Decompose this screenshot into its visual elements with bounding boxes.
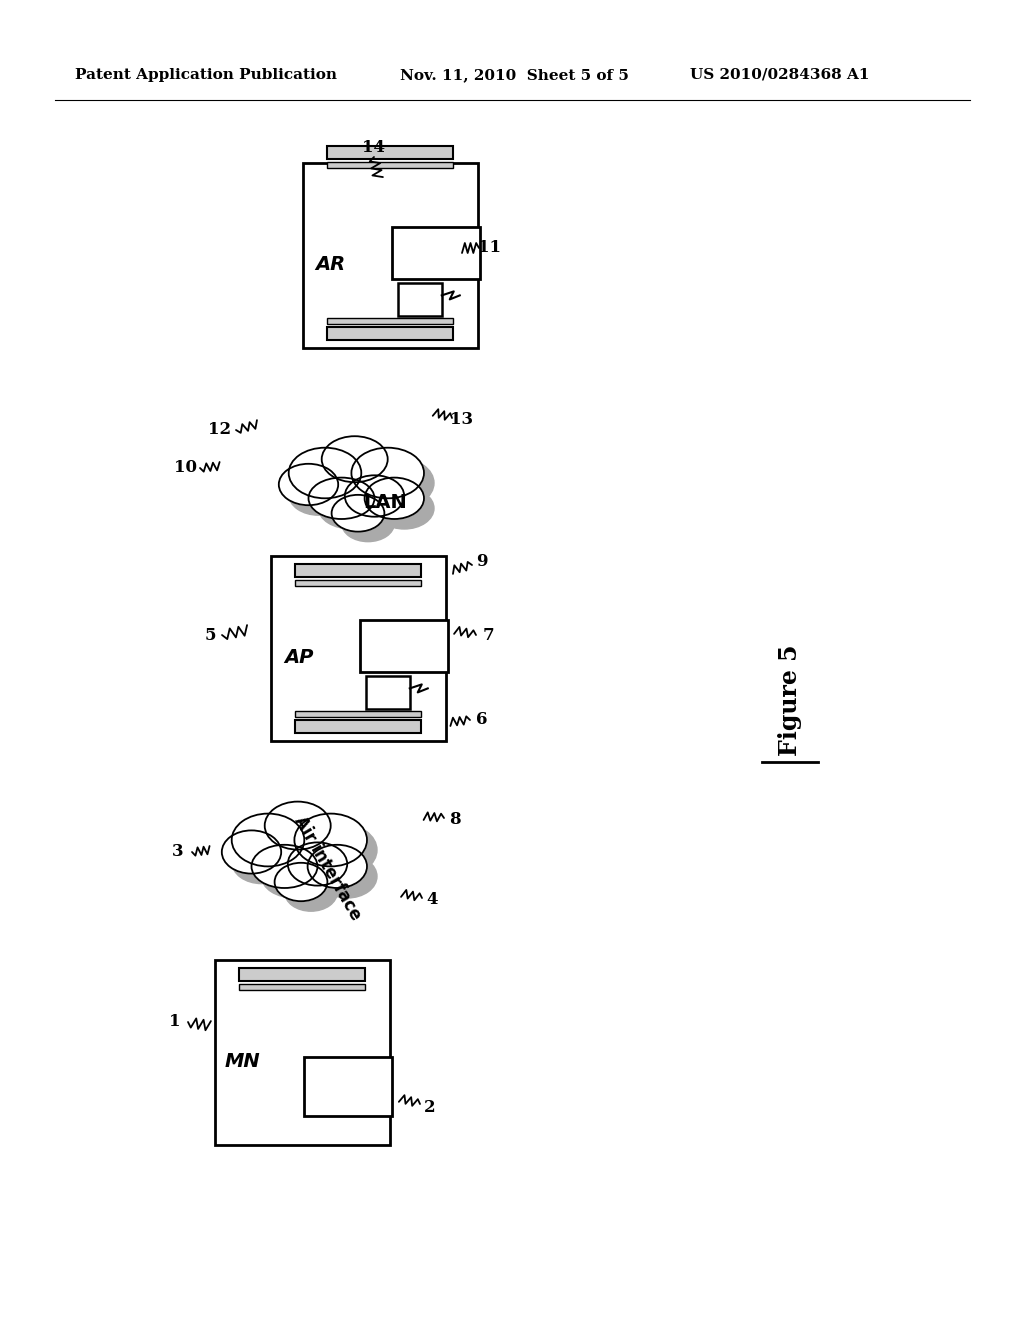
Bar (366, 676, 410, 709)
Text: 8: 8 (450, 812, 461, 829)
Bar (398, 282, 441, 315)
Ellipse shape (288, 842, 347, 886)
Bar (239, 968, 365, 981)
Ellipse shape (307, 845, 367, 888)
Bar (295, 579, 421, 586)
Ellipse shape (252, 845, 317, 888)
Text: 10: 10 (173, 459, 197, 477)
Bar (327, 326, 453, 339)
Ellipse shape (295, 813, 367, 866)
Ellipse shape (279, 463, 338, 506)
Bar (295, 719, 421, 733)
Ellipse shape (332, 446, 397, 492)
Ellipse shape (317, 855, 377, 898)
Ellipse shape (264, 801, 331, 850)
Bar (295, 710, 421, 717)
Ellipse shape (304, 824, 377, 876)
Text: 13: 13 (451, 412, 473, 429)
Ellipse shape (289, 447, 361, 498)
Text: 4: 4 (426, 891, 437, 908)
Ellipse shape (365, 478, 424, 519)
Text: 12: 12 (209, 421, 231, 438)
Bar (304, 1057, 391, 1117)
Text: Patent Application Publication: Patent Application Publication (75, 69, 337, 82)
Bar (327, 318, 453, 323)
Ellipse shape (322, 436, 388, 482)
Text: Nov. 11, 2010  Sheet 5 of 5: Nov. 11, 2010 Sheet 5 of 5 (400, 69, 629, 82)
Ellipse shape (299, 458, 372, 508)
Bar (360, 620, 447, 672)
Ellipse shape (242, 824, 314, 876)
Bar (327, 161, 453, 168)
Ellipse shape (222, 830, 282, 874)
Ellipse shape (274, 863, 328, 902)
Ellipse shape (361, 458, 434, 508)
Ellipse shape (231, 813, 304, 866)
Text: AR: AR (315, 255, 345, 273)
Ellipse shape (332, 495, 384, 532)
Text: Air interface: Air interface (291, 813, 366, 923)
Text: 3: 3 (172, 843, 184, 861)
Ellipse shape (289, 474, 348, 515)
Ellipse shape (274, 812, 341, 859)
Ellipse shape (261, 855, 328, 898)
Ellipse shape (231, 841, 291, 883)
Text: 1: 1 (169, 1014, 181, 1031)
Ellipse shape (308, 478, 375, 519)
Bar (302, 162, 477, 347)
Bar (327, 145, 453, 158)
Text: LAN: LAN (364, 494, 407, 512)
Bar (239, 983, 365, 990)
Bar (295, 564, 421, 577)
Bar (392, 227, 479, 279)
Text: AP: AP (284, 648, 313, 667)
Text: 9: 9 (476, 553, 487, 570)
Ellipse shape (318, 487, 384, 529)
Ellipse shape (285, 873, 337, 911)
Text: Figure 5: Figure 5 (778, 644, 802, 756)
Text: 14: 14 (362, 140, 385, 157)
Ellipse shape (375, 487, 434, 529)
Bar (214, 960, 389, 1144)
Text: US 2010/0284368 A1: US 2010/0284368 A1 (690, 69, 869, 82)
Ellipse shape (342, 504, 394, 541)
Text: 2: 2 (424, 1100, 436, 1117)
Text: 6: 6 (476, 711, 487, 729)
Ellipse shape (345, 475, 404, 516)
Text: 11: 11 (478, 239, 502, 256)
Ellipse shape (351, 447, 424, 498)
Text: 5: 5 (204, 627, 216, 644)
Text: MN: MN (224, 1052, 260, 1071)
Bar (270, 556, 445, 741)
Text: 7: 7 (482, 627, 494, 644)
Ellipse shape (354, 486, 414, 527)
Ellipse shape (298, 853, 357, 895)
